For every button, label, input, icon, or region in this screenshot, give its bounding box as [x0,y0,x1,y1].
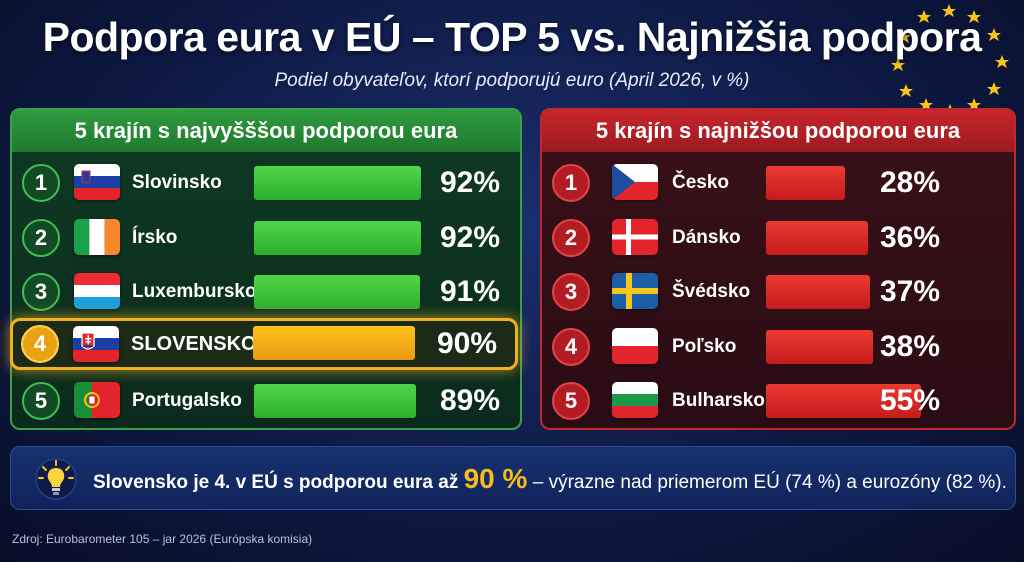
row-slovenia: 1 Slovinsko 92% [12,158,520,210]
portugal-flag-icon [74,382,120,418]
country-name: Luxembursko [132,281,257,302]
row-bulgaria: 5 Bulharsko 55% [542,376,1014,428]
value-label: 36% [880,220,941,254]
luxembourg-flag-icon [74,273,120,309]
highlight-row-slovakia: 4 SLOVENSKO 90% [10,318,518,370]
slovakia-flag-icon [73,326,119,362]
bar-denmark [766,220,868,255]
row-ireland: 2 Írsko 92% [12,213,520,265]
bar-sweden [766,275,870,309]
country-name: Česko [672,172,730,193]
ireland-flag-icon [74,218,120,255]
bar-slovenia [254,166,421,200]
bar-bulgaria [766,384,921,418]
row-denmark: 2 Dánsko 36% [542,213,1014,265]
bar-ireland [254,220,421,255]
country-name: Švédsko [672,281,751,302]
row-luxembourg: 3 Luxembursko 91% [12,267,520,319]
rank-badge: 1 [22,164,60,202]
country-name: Poľsko [672,335,737,357]
rank-badge: 2 [552,218,590,257]
rank-badge: 4 [21,325,59,363]
sweden-flag-icon [612,273,658,309]
info-banner: Slovensko je 4. v EÚ s podporou eura až … [10,446,1016,510]
value-label: 28% [880,166,941,199]
value-label: 55% [880,384,941,417]
row-czechia: 1 Česko 28% [542,158,1014,210]
country-name: Dánsko [672,226,741,248]
bar-portugal [254,384,416,418]
denmark-flag-icon [612,218,658,255]
rank-badge: 5 [552,382,590,420]
rank-badge: 4 [552,327,590,366]
rank-badge: 2 [22,218,60,257]
value-label: 92% [440,220,501,254]
info-highlight-value: 90 % [463,463,528,494]
info-prefix: Slovensko je 4. v EÚ s podporou eura až [93,472,459,493]
value-label: 91% [440,275,501,308]
lowest-support-panel: 5 krajín s najnižšou podporou eura 1 Česk… [540,108,1016,430]
page-title: Podpora eura v EÚ – TOP 5 vs. Najnižšia … [42,14,982,60]
lightbulb-icon [35,458,77,500]
bulgaria-flag-icon [612,382,658,418]
rank-badge: 1 [552,164,590,202]
bar-luxembourg [254,275,420,309]
row-poland: 4 Poľsko 38% [542,322,1014,374]
top-support-panel: 5 krajín s najvyšššou podporou eura 1 Slo… [10,108,522,430]
source-note: Zdroj: Eurobarometer 105 – jar 2026 (Eur… [12,532,313,546]
bar-slovakia [253,326,415,360]
rank-badge: 3 [22,273,60,311]
slovenia-flag-icon [74,164,120,200]
bar-czechia [766,166,845,200]
value-label: 90% [437,327,498,360]
page-subtitle: Podiel obyvateľov, ktorí podporujú euro … [274,70,750,91]
row-portugal: 5 Portugalsko 89% [12,376,520,428]
poland-flag-icon [612,327,658,364]
row-sweden: 3 Švédsko 37% [542,267,1014,319]
rank-badge: 5 [22,382,60,420]
country-name: Portugalsko [132,390,242,411]
bar-poland [766,329,873,364]
top-panel-title: 5 krajín s najvyšššou podporou eura [12,110,520,152]
country-name: Slovinsko [132,172,222,193]
info-text: Slovensko je 4. v EÚ s podporou eura až … [93,447,1007,511]
country-name: Írsko [132,226,178,248]
info-suffix: – výrazne nad priemerom EÚ (74 %) a euro… [532,472,1007,493]
lowest-panel-title: 5 krajín s najnižšou podporou eura [542,110,1014,152]
rank-badge: 3 [552,273,590,311]
value-label: 92% [440,166,501,199]
country-name: Bulharsko [672,390,765,411]
country-name: SLOVENSKO [131,333,257,355]
czechia-flag-icon [612,164,658,200]
value-label: 38% [880,329,941,363]
value-label: 37% [880,275,941,308]
value-label: 89% [440,384,501,417]
